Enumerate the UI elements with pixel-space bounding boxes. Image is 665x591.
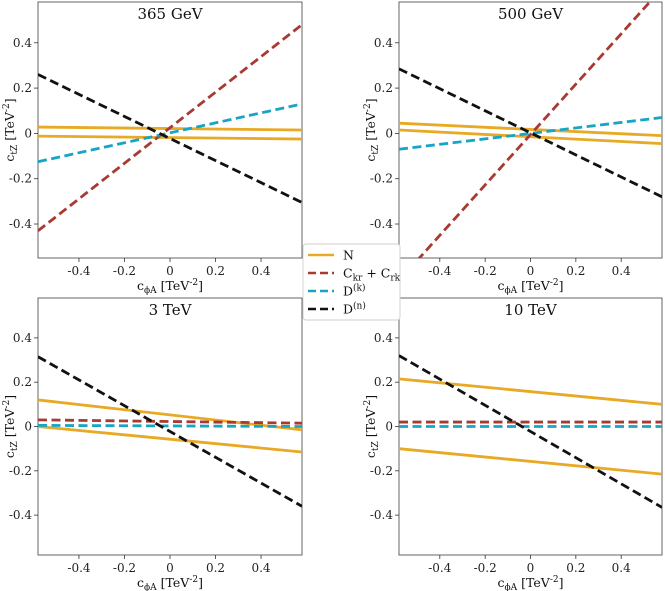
y-tick-label: -0.4	[370, 508, 394, 522]
y-tick-label: 0.2	[13, 81, 32, 95]
x-axis-label: cϕA [TeV-2]	[498, 575, 564, 591]
y-tick-label: -0.4	[370, 217, 394, 231]
x-tick-label: 0	[527, 264, 535, 278]
series-line-N	[399, 121, 662, 138]
legend-label-Ckr+Crk: Ckr + Crk	[343, 266, 401, 284]
x-axis-label: cϕA [TeV-2]	[137, 278, 203, 296]
y-tick-label: -0.4	[9, 217, 33, 231]
legend-label-N: N	[343, 248, 354, 263]
series-line-Dn	[399, 67, 662, 199]
series-line-Dn	[38, 73, 302, 204]
y-tick-label: 0.4	[374, 331, 393, 345]
x-tick-label: 0.2	[566, 561, 585, 575]
subplot-title: 365 GeV	[137, 5, 203, 23]
y-tick-label: -0.2	[370, 172, 393, 186]
x-tick-label: -0.4	[428, 561, 452, 575]
x-tick-label: 0.2	[206, 561, 225, 575]
series-line-Dk	[38, 423, 302, 428]
subplot-title: 10 TeV	[504, 301, 558, 319]
x-tick-label: -0.4	[428, 264, 452, 278]
series-line-Ckr+Crk	[38, 418, 302, 425]
y-tick-label: 0	[24, 420, 32, 434]
series-line-N	[38, 134, 302, 141]
y-tick-label: 0	[385, 420, 393, 434]
x-tick-label: -0.2	[113, 264, 136, 278]
series-line-Ckr+Crk	[38, 23, 302, 232]
x-tick-label: -0.2	[474, 561, 497, 575]
series-line-N	[399, 128, 662, 145]
subplot-2: -0.4 -0.2 0 0.2 0.4 -0.4 -0.2 0 0.2 0.4 500 GeV cϕA…	[363, 1, 663, 296]
series-line-Dn	[38, 355, 302, 508]
series-line-Ckr+Crk	[417, 2, 652, 258]
x-tick-label: -0.2	[113, 561, 136, 575]
x-tick-label: 0.2	[566, 264, 585, 278]
series-line-Dn	[399, 354, 662, 509]
y-tick-label: -0.2	[9, 464, 32, 478]
y-axis-label: ctZ [TeV-2]	[2, 395, 20, 458]
series-line-Dk	[38, 102, 302, 164]
x-tick-label: 0.4	[612, 264, 631, 278]
subplot-title: 500 GeV	[498, 5, 564, 23]
subplot-4: -0.4 -0.2 0 0.2 0.4 -0.4 -0.2 0 0.2 0.4 10 TeV cϕA …	[363, 297, 663, 591]
y-tick-label: 0	[24, 126, 32, 140]
x-tick-label: 0.4	[612, 561, 631, 575]
y-tick-label: 0.4	[13, 331, 32, 345]
x-tick-label: 0.4	[251, 561, 270, 575]
subplot-title: 3 TeV	[149, 301, 193, 319]
x-tick-label: -0.4	[67, 264, 91, 278]
subplot-1: -0.4 -0.2 0 0.2 0.4 -0.4 -0.2 0 0.2 0.4 365 GeV cϕA…	[2, 1, 303, 296]
series-line-N	[399, 377, 662, 406]
y-tick-label: -0.2	[9, 172, 32, 186]
y-tick-label: 0	[385, 126, 393, 140]
y-axis-label: ctZ [TeV-2]	[2, 98, 20, 161]
legend-box	[302, 243, 401, 321]
legend-label-Dk: D(k)	[343, 283, 366, 299]
x-axis-label: cϕA [TeV-2]	[137, 575, 203, 591]
series-line-Dk	[399, 116, 662, 151]
x-tick-label: 0	[166, 264, 174, 278]
subplot-3: -0.4 -0.2 0 0.2 0.4 -0.4 -0.2 0 0.2 0.4 3 TeV cϕA […	[2, 297, 303, 591]
x-tick-label: -0.2	[474, 264, 497, 278]
y-tick-label: -0.4	[9, 508, 33, 522]
series-line-N	[38, 398, 302, 432]
y-tick-label: 0.4	[13, 36, 32, 50]
y-axis-label: ctZ [TeV-2]	[363, 98, 381, 161]
y-tick-label: -0.2	[370, 464, 393, 478]
y-tick-label: 0.2	[374, 375, 393, 389]
series-line-N	[399, 447, 662, 476]
y-tick-label: 0.4	[374, 36, 393, 50]
series-line-N	[38, 425, 302, 454]
x-tick-label: 0.4	[251, 264, 270, 278]
x-tick-label: 0	[166, 561, 174, 575]
x-tick-label: 0	[527, 561, 535, 575]
y-tick-label: 0.2	[13, 375, 32, 389]
x-tick-label: 0.2	[206, 264, 225, 278]
x-tick-label: -0.4	[67, 561, 91, 575]
y-tick-label: 0.2	[374, 81, 393, 95]
legend-label-Dn: D(n)	[343, 301, 366, 317]
x-axis-label: cϕA [TeV-2]	[498, 278, 564, 296]
y-axis-label: ctZ [TeV-2]	[363, 395, 381, 458]
